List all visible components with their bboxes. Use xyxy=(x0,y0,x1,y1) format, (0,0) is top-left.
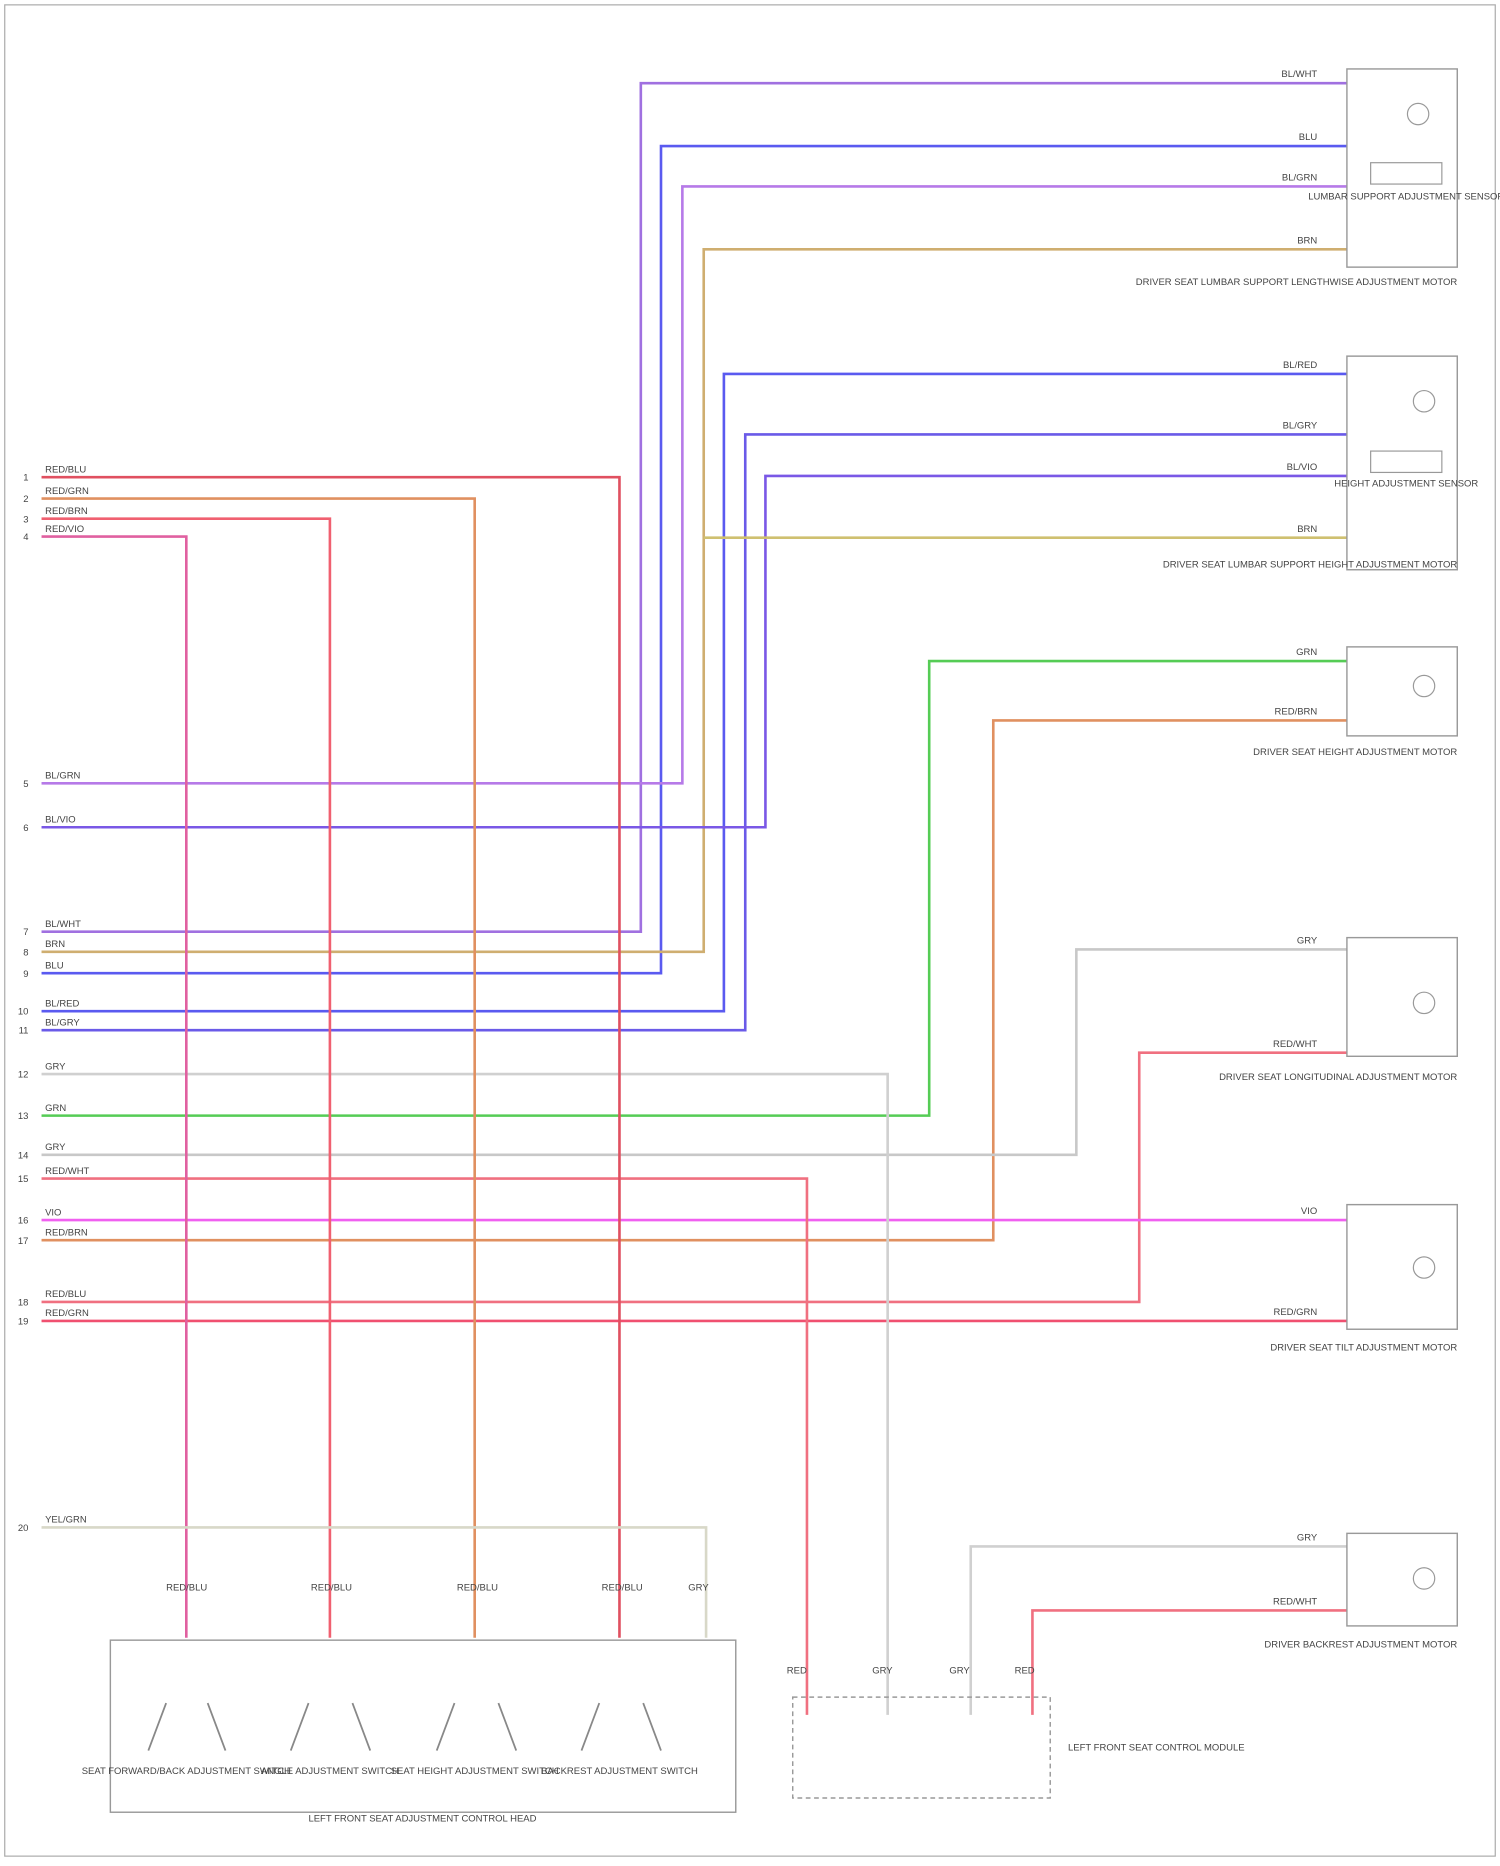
wire-label: GRY xyxy=(1297,1532,1318,1543)
pin-number: 18 xyxy=(18,1297,29,1308)
wire-label: YEL/GRN xyxy=(45,1515,87,1526)
wire-label: GRY xyxy=(1297,936,1318,947)
wire-label: RED/WHT xyxy=(1273,1597,1317,1608)
wire-label: RED/BLU xyxy=(45,1289,86,1300)
wire-label: RED/WHT xyxy=(45,1166,89,1177)
pin-number: 7 xyxy=(23,927,28,938)
pin-number: 15 xyxy=(18,1174,29,1185)
wire-label: GRN xyxy=(45,1103,66,1114)
wire-label: GRY xyxy=(45,1061,66,1072)
pin-number: 10 xyxy=(18,1007,29,1018)
components xyxy=(109,68,1458,1813)
control-head-name: LEFT FRONT SEAT ADJUSTMENT CONTROL HEAD xyxy=(308,1814,536,1825)
pin-number: 12 xyxy=(18,1070,29,1081)
module-box xyxy=(792,1696,1051,1799)
wire-label: GRY xyxy=(688,1582,709,1593)
wire-label: RED/BLU xyxy=(602,1582,643,1593)
wire-label: RED/BRN xyxy=(45,1227,88,1238)
wire-label: BRN xyxy=(45,939,65,950)
component-box xyxy=(1346,355,1458,571)
module-name: LEFT FRONT SEAT CONTROL MODULE xyxy=(1068,1743,1245,1754)
pin-number: 13 xyxy=(18,1111,29,1122)
wire-label: RED/BRN xyxy=(1275,707,1318,718)
control-head-box xyxy=(109,1639,737,1813)
sensor-name: HEIGHT ADJUSTMENT SENSOR xyxy=(1334,479,1478,490)
switch-name: SEAT HEIGHT ADJUSTMENT SWITCH xyxy=(391,1766,559,1777)
component-name: DRIVER SEAT LUMBAR SUPPORT HEIGHT ADJUST… xyxy=(1163,559,1458,570)
wire-label: RED xyxy=(787,1665,807,1676)
wire-label: BL/VIO xyxy=(1287,462,1318,473)
wire-label: RED/BLU xyxy=(166,1582,207,1593)
wire-label: BRN xyxy=(1297,524,1317,535)
wire-label: BL/WHT xyxy=(45,919,81,930)
wires xyxy=(41,81,1347,1715)
pin-number: 1 xyxy=(23,473,28,484)
pin-number: 11 xyxy=(19,1026,29,1037)
pin-number: 9 xyxy=(23,969,28,980)
labels: 1 RED/BLU 2 RED/GRN 3 RED/BRN 4 RED/VIO 5 BL/GRN 6… xyxy=(18,69,1500,1824)
wire-label: RED/GRN xyxy=(45,486,89,497)
wire-label: RED/GRN xyxy=(45,1308,89,1319)
component-box xyxy=(1346,936,1458,1058)
wire-label: RED xyxy=(1015,1665,1035,1676)
sensor-name: LUMBAR SUPPORT ADJUSTMENT SENSOR xyxy=(1308,191,1500,202)
switch-name: BACKREST ADJUSTMENT SWITCH xyxy=(541,1766,698,1777)
component-name: DRIVER SEAT TILT ADJUSTMENT MOTOR xyxy=(1270,1343,1457,1354)
wire-label: VIO xyxy=(45,1207,61,1218)
switch-name: ANGLE ADJUSTMENT SWITCH xyxy=(261,1766,399,1777)
pin-number: 4 xyxy=(23,532,28,543)
wire-label: BL/GRN xyxy=(1282,173,1317,184)
pin-number: 8 xyxy=(23,947,28,958)
wire-label: BLU xyxy=(1299,132,1318,143)
component-box xyxy=(1346,646,1458,737)
wire-label: GRY xyxy=(45,1142,66,1153)
pin-number: 17 xyxy=(18,1236,29,1247)
wire-label: GRN xyxy=(1296,647,1317,658)
component-name: DRIVER SEAT HEIGHT ADJUSTMENT MOTOR xyxy=(1253,747,1457,758)
wire-label: BL/RED xyxy=(45,998,79,1009)
component-box xyxy=(1346,1203,1458,1330)
wire-label: GRY xyxy=(949,1665,970,1676)
wire-label: BLU xyxy=(45,960,64,971)
pin-number: 5 xyxy=(23,779,28,790)
wire-label: BRN xyxy=(1297,235,1317,246)
component-name: DRIVER SEAT LONGITUDINAL ADJUSTMENT MOTO… xyxy=(1219,1072,1457,1083)
wire-label: RED/VIO xyxy=(45,524,84,535)
wire-label: RED/BRN xyxy=(45,506,88,517)
component-name: DRIVER BACKREST ADJUSTMENT MOTOR xyxy=(1264,1639,1457,1650)
pin-number: 6 xyxy=(23,823,28,834)
wire-label: BL/WHT xyxy=(1281,69,1317,80)
wire-label: RED/BLU xyxy=(457,1582,498,1593)
wire-label: BL/GRY xyxy=(45,1017,80,1028)
wire-label: BL/GRN xyxy=(45,771,80,782)
pin-number: 3 xyxy=(23,514,28,525)
component-box xyxy=(1346,1532,1458,1627)
component-name: DRIVER SEAT LUMBAR SUPPORT LENGTHWISE AD… xyxy=(1136,277,1458,288)
switch-name: SEAT FORWARD/BACK ADJUSTMENT SWITCH xyxy=(82,1766,291,1777)
wire-label: RED/BLU xyxy=(45,464,86,475)
wire-label: RED/GRN xyxy=(1273,1307,1317,1318)
pin-number: 19 xyxy=(18,1316,29,1327)
wire-label: BL/RED xyxy=(1283,360,1317,371)
wire-label: RED/BLU xyxy=(311,1582,352,1593)
pin-number: 2 xyxy=(23,494,28,505)
pin-number: 20 xyxy=(18,1523,29,1534)
wire-label: VIO xyxy=(1301,1206,1317,1217)
wire-label: BL/VIO xyxy=(45,815,76,826)
component-box xyxy=(1346,68,1458,268)
wire-label: GRY xyxy=(872,1665,893,1676)
wire-label: BL/GRY xyxy=(1283,421,1318,432)
pin-number: 14 xyxy=(18,1150,29,1161)
wire-label: RED/WHT xyxy=(1273,1039,1317,1050)
frame xyxy=(4,4,1496,1857)
pin-number: 16 xyxy=(18,1216,29,1227)
